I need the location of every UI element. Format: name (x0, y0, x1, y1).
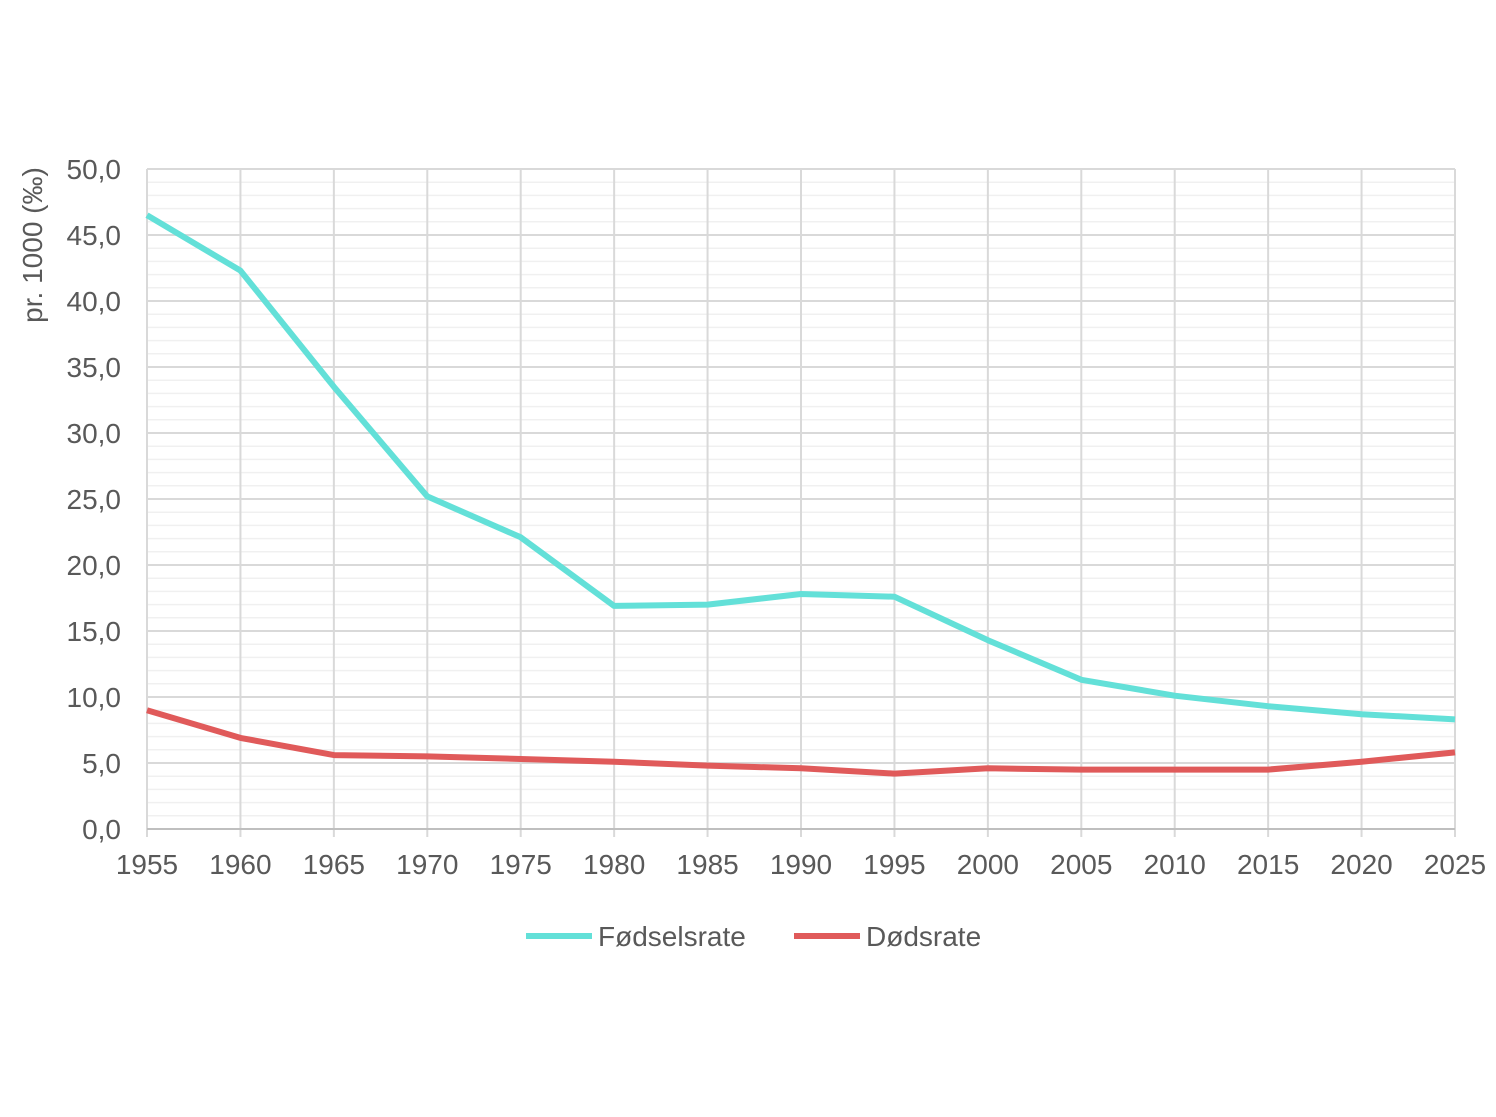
y-tick-label: 10,0 (67, 682, 122, 713)
x-tick-label: 1965 (303, 849, 365, 880)
y-tick-label: 35,0 (67, 352, 122, 383)
x-tick-label: 1985 (676, 849, 738, 880)
y-tick-label: 25,0 (67, 484, 122, 515)
y-tick-label: 30,0 (67, 418, 122, 449)
x-tick-label: 1995 (863, 849, 925, 880)
x-tick-label: 1970 (396, 849, 458, 880)
y-tick-label: 50,0 (67, 154, 122, 185)
x-tick-label: 1990 (770, 849, 832, 880)
y-tick-label: 15,0 (67, 616, 122, 647)
x-axis-ticks: 1955 1960 1965 1970 1975 1980 1985 1990 1995 2000… (116, 849, 1486, 880)
series-line (145, 212, 1456, 723)
y-tick-label: 0,0 (82, 814, 121, 845)
x-tick-label: 2010 (1144, 849, 1206, 880)
y-tick-label: 20,0 (67, 550, 122, 581)
series-line (146, 707, 1456, 777)
y-axis-title: pr. 1000 (‰) (17, 167, 48, 323)
y-tick-label: 45,0 (67, 220, 122, 251)
x-tick-label: 1980 (583, 849, 645, 880)
y-tick-label: 5,0 (82, 748, 121, 779)
y-tick-label: 40,0 (67, 286, 122, 317)
x-tick-label: 2015 (1237, 849, 1299, 880)
x-tick-label: 2005 (1050, 849, 1112, 880)
x-tick-label: 2025 (1424, 849, 1486, 880)
legend: Fødselsrate Dødsrate (526, 921, 981, 952)
x-tick-label: 1975 (490, 849, 552, 880)
legend-label: Dødsrate (866, 921, 981, 952)
series-lines (145, 212, 1456, 777)
x-tick-label: 2000 (957, 849, 1019, 880)
legend-label: Fødselsrate (598, 921, 746, 952)
x-tick-label: 1960 (209, 849, 271, 880)
grid (146, 168, 1456, 837)
x-tick-label: 1955 (116, 849, 178, 880)
y-axis-ticks: 0,0 5,0 10,0 15,0 20,0 25,0 30,0 35,0 40,0 45,0 50… (67, 154, 122, 845)
x-tick-label: 2020 (1330, 849, 1392, 880)
